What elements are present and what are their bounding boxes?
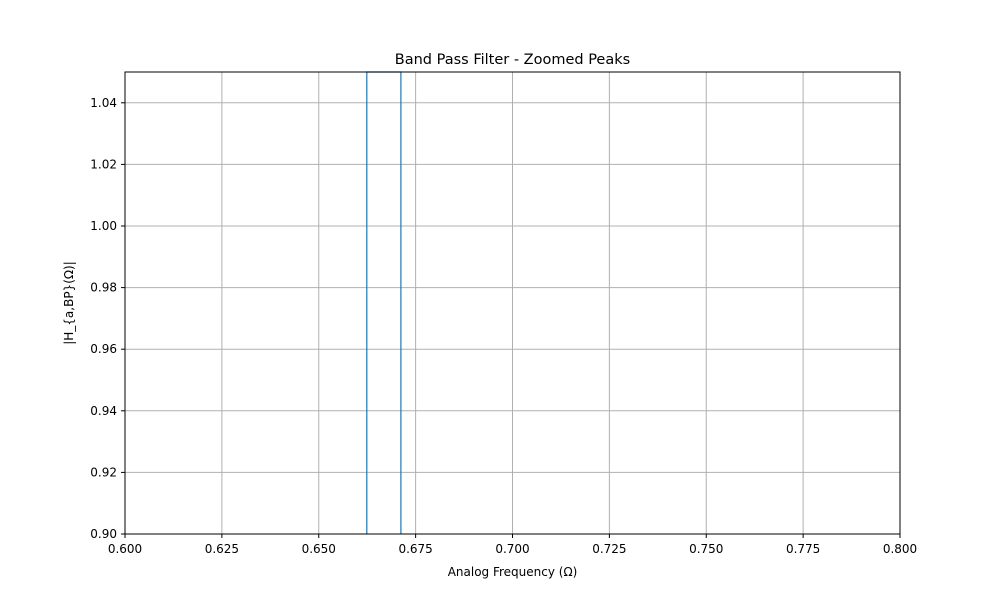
x-tick-label: 0.650 [302, 542, 336, 556]
axis-ticks: 0.600 0.625 0.650 0.675 0.700 0.725 0.750 0.775… [90, 96, 917, 556]
x-tick-label: 0.725 [592, 542, 626, 556]
y-tick-label: 1.00 [90, 219, 117, 233]
y-tick-label: 0.92 [90, 465, 117, 479]
x-tick-label: 0.775 [786, 542, 820, 556]
x-axis-label: Analog Frequency (Ω) [448, 565, 578, 579]
x-tick-label: 0.625 [205, 542, 239, 556]
y-axis-label: |H_{a,BP}(Ω)| [62, 261, 76, 345]
x-tick-label: 0.675 [398, 542, 432, 556]
y-tick-label: 0.90 [90, 527, 117, 541]
x-tick-label: 0.750 [689, 542, 723, 556]
grid-lines [124, 72, 901, 535]
chart-title: Band Pass Filter - Zoomed Peaks [395, 52, 630, 68]
y-tick-label: 0.98 [90, 281, 117, 295]
x-tick-label: 0.600 [108, 542, 142, 556]
x-tick-label: 0.700 [495, 542, 529, 556]
y-tick-label: 1.02 [90, 157, 117, 171]
x-tick-label: 0.800 [883, 542, 917, 556]
y-tick-label: 1.04 [90, 96, 117, 110]
y-tick-label: 0.96 [90, 342, 117, 356]
y-tick-label: 0.94 [90, 404, 117, 418]
